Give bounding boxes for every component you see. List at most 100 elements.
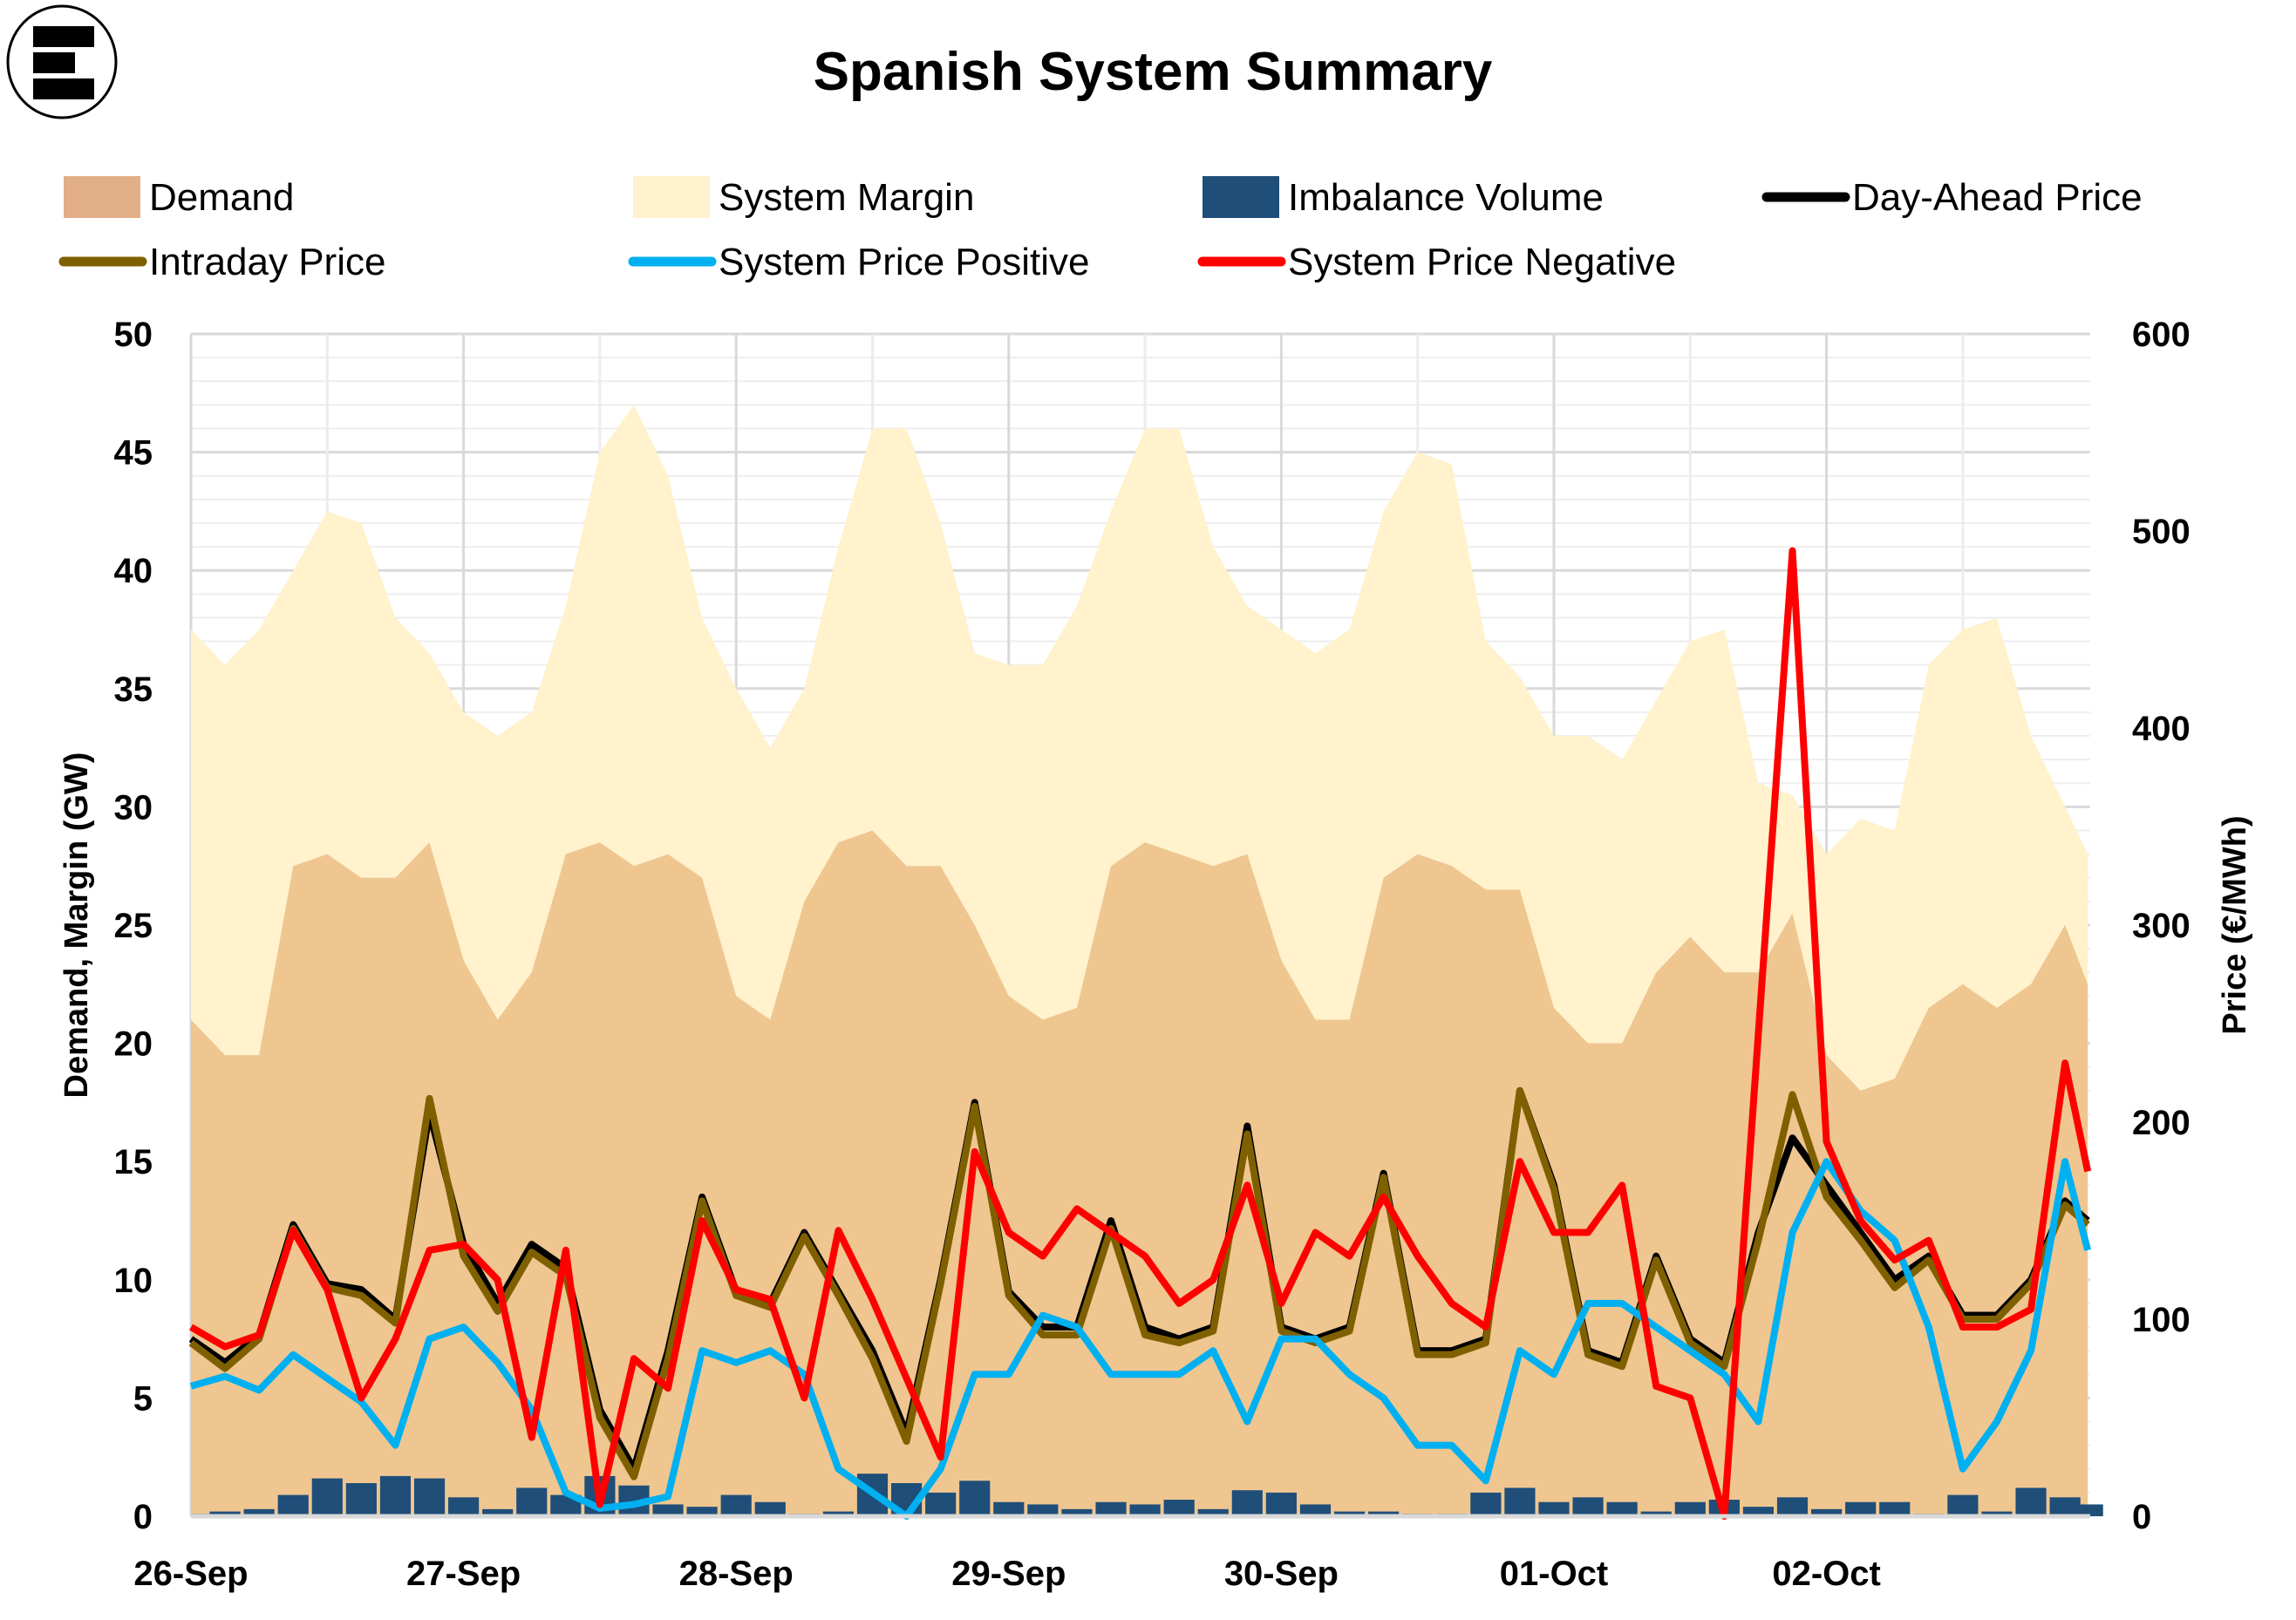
imbalance-bar: [1163, 1500, 1195, 1516]
imbalance-bar: [1674, 1501, 1706, 1516]
y-tick-left: 25: [114, 907, 153, 945]
imbalance-bar: [1265, 1492, 1297, 1516]
system-price-negative-line: [188, 547, 2092, 1520]
x-tick: 26-Sep: [133, 1555, 248, 1593]
imbalance-bar: [1368, 1511, 1400, 1516]
imbalance-bar: [1333, 1511, 1366, 1516]
imbalance-bar: [754, 1501, 786, 1516]
area-series: [191, 405, 2088, 1516]
imbalance-bar: [2015, 1487, 2047, 1516]
imbalance-bar: [311, 1478, 343, 1516]
axes: 0510152025303540455001002003004005006002…: [114, 316, 2190, 1593]
imbalance-bar: [1845, 1501, 1877, 1516]
imbalance-bar: [720, 1494, 752, 1516]
y-tick-left: 15: [114, 1143, 153, 1181]
legend-label: Imbalance Volume: [1288, 176, 1604, 219]
imbalance-bar: [243, 1508, 275, 1516]
imbalance-bar: [652, 1504, 684, 1516]
y-tick-left: 5: [133, 1379, 153, 1418]
x-tick: 29-Sep: [951, 1555, 1066, 1593]
imbalance-bar: [1742, 1507, 1775, 1516]
legend-item: System Margin: [633, 176, 974, 219]
y-tick-right: 400: [2132, 710, 2190, 748]
imbalance-bar: [1879, 1501, 1911, 1516]
demand-area: [191, 830, 2088, 1516]
imbalance-bar: [1129, 1504, 1161, 1516]
imbalance-bar: [686, 1507, 718, 1516]
y-tick-left: 20: [114, 1025, 153, 1064]
legend-item: Intraday Price: [58, 241, 385, 283]
legend-swatch: [64, 176, 140, 218]
imbalance-bar: [1504, 1487, 1536, 1516]
x-tick: 28-Sep: [679, 1555, 794, 1593]
y-tick-left: 10: [114, 1262, 153, 1300]
imbalance-bar: [1811, 1508, 1843, 1516]
legend-swatch: [633, 176, 710, 218]
imbalance-bar: [822, 1511, 855, 1516]
y-tick-right: 300: [2132, 907, 2190, 945]
y-tick-right: 200: [2132, 1104, 2190, 1142]
y-tick-left: 50: [114, 316, 153, 354]
imbalance-bar: [1640, 1511, 1672, 1516]
imbalance-bar: [209, 1511, 241, 1516]
imbalance-bar: [1197, 1508, 1229, 1516]
legend-label: Intraday Price: [149, 241, 385, 283]
imbalance-bar: [1981, 1511, 2013, 1516]
imbalance-bar: [482, 1508, 514, 1516]
imbalance-bar: [345, 1483, 377, 1516]
legend-label: System Price Positive: [719, 241, 1089, 283]
system-price-positive-line: [189, 1158, 2092, 1520]
imbalance-bar: [1061, 1508, 1093, 1516]
y-tick-right: 100: [2132, 1301, 2190, 1339]
x-tick: 27-Sep: [406, 1555, 521, 1593]
legend-item: System Price Positive: [628, 241, 1089, 283]
y-tick-right: 600: [2132, 316, 2190, 354]
legend-label: System Margin: [719, 176, 974, 219]
imbalance-bar: [1299, 1504, 1332, 1516]
y-tick-left: 45: [114, 434, 153, 473]
legend-item: Demand: [64, 176, 294, 219]
imbalance-bar: [1776, 1497, 1809, 1516]
legend-swatch: [1203, 176, 1279, 218]
legend-item: Day-Ahead Price: [1761, 176, 2143, 219]
y-tick-left: 0: [133, 1498, 153, 1536]
imbalance-bar: [379, 1475, 412, 1516]
logo: [6, 4, 118, 119]
legend-label: Day-Ahead Price: [1852, 176, 2143, 219]
y-axis-left-title: Demand, Margin (GW): [58, 752, 95, 1099]
imbalance-bar: [1606, 1501, 1638, 1516]
legend-label: Demand: [149, 176, 294, 219]
imbalance-bar: [1947, 1494, 1979, 1516]
price-lines: [188, 547, 2092, 1520]
y-axis-right-title: Price (€/MWh): [2217, 815, 2253, 1034]
y-tick-right: 500: [2132, 513, 2190, 551]
y-tick-left: 40: [114, 552, 153, 590]
x-tick: 02-Oct: [1772, 1555, 1881, 1593]
y-tick-left: 30: [114, 788, 153, 827]
imbalance-bar: [925, 1492, 957, 1516]
imbalance-bar: [448, 1497, 480, 1516]
imbalance-bar: [1538, 1501, 1570, 1516]
imbalance-bar: [413, 1478, 446, 1516]
imbalance-bar: [1027, 1504, 1059, 1516]
imbalance-bar: [1231, 1490, 1263, 1516]
legend-item: System Price Negative: [1197, 241, 1676, 283]
system-margin-area: [191, 405, 2088, 1091]
imbalance-bar: [1095, 1501, 1127, 1516]
y-tick-right: 0: [2132, 1498, 2151, 1536]
x-tick: 01-Oct: [1500, 1555, 1609, 1593]
imbalance-bar: [959, 1480, 991, 1516]
legend-item: Imbalance Volume: [1203, 176, 1604, 219]
imbalance-bar: [516, 1487, 548, 1516]
x-tick: 30-Sep: [1224, 1555, 1339, 1593]
imbalance-bar: [993, 1501, 1025, 1516]
imbalance-bar: [277, 1494, 309, 1516]
imbalance-bar: [1470, 1492, 1502, 1516]
legend: Demand System Margin Imbalance Volume Day-A…: [58, 176, 2143, 283]
legend-label: System Price Negative: [1288, 241, 1676, 283]
imbalance-bar: [2072, 1504, 2103, 1516]
intraday-price-line: [188, 1086, 2090, 1480]
imbalance-bar: [1572, 1497, 1604, 1516]
chart-title: Spanish System Summary: [814, 42, 1493, 102]
